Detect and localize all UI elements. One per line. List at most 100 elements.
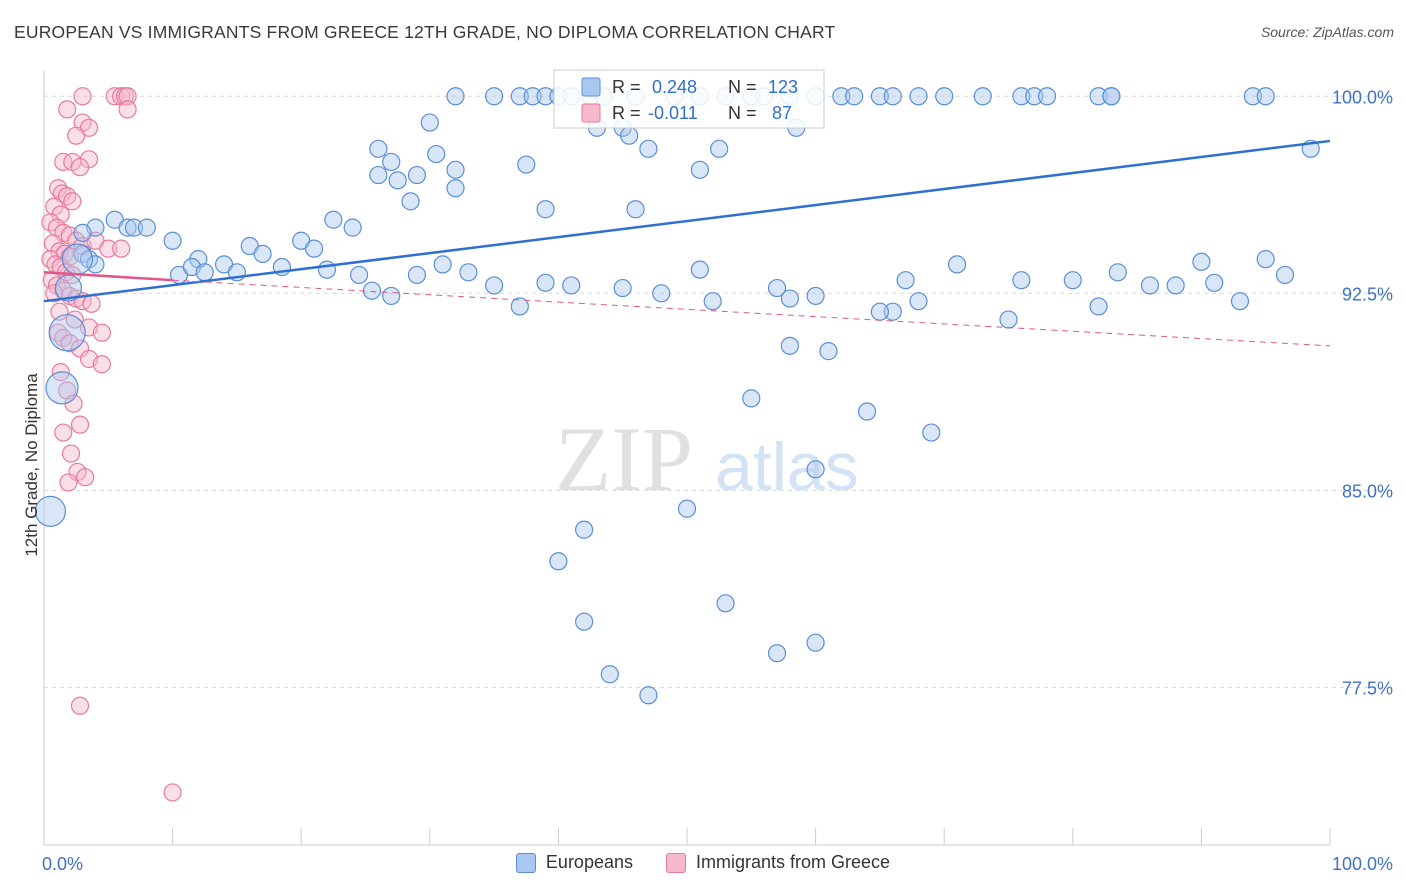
axes (43, 70, 1331, 846)
europeans-point-58 (137, 218, 156, 237)
europeans-point-36 (420, 113, 439, 132)
europeans-point-85 (536, 273, 555, 292)
europeans-point-103 (1192, 252, 1211, 271)
europeans-point-105 (1230, 292, 1250, 311)
europeans-point-98 (1012, 271, 1031, 290)
europeans-point-79 (382, 286, 401, 306)
europeans-point-108 (999, 310, 1018, 329)
europeans-point-31 (1256, 87, 1275, 106)
europeans-point-40 (446, 160, 465, 179)
europeans-point-18 (845, 87, 864, 106)
greece-point-44 (82, 294, 101, 313)
europeans-point-38 (639, 139, 658, 158)
europeans-cluster-4 (54, 274, 83, 302)
europeans-point-52 (536, 200, 555, 219)
europeans-point-69 (86, 255, 105, 274)
europeans-point-90 (703, 292, 722, 311)
europeans-point-41 (369, 139, 388, 158)
europeans-point-20 (883, 87, 902, 106)
europeans-point-125 (806, 633, 825, 652)
europeans-point-91 (767, 278, 787, 298)
greece-point-0 (73, 87, 92, 106)
europeans-point-86 (562, 276, 581, 295)
europeans-point-106 (1256, 250, 1275, 269)
watermark-atlas: atlas (715, 429, 859, 505)
europeans-point-39 (710, 139, 729, 158)
watermark: ZIP atlas (555, 408, 859, 510)
trend-lines (43, 139, 1331, 347)
europeans-point-88 (652, 284, 671, 303)
europeans-point-93 (806, 286, 825, 306)
y-tick-label-1: 92.5% (1342, 284, 1393, 304)
europeans-point-120 (575, 612, 594, 631)
europeans-point-30 (1243, 87, 1262, 106)
legend-bottom-swatch-europeans (515, 852, 536, 873)
europeans-point-118 (575, 520, 594, 539)
europeans-point-87 (613, 278, 632, 298)
greece-point-65 (70, 696, 90, 715)
europeans-point-80 (407, 265, 427, 285)
europeans-point-0 (446, 87, 465, 106)
legend-swatch-europeans (581, 77, 601, 97)
greece-point-55 (92, 355, 111, 374)
europeans-point-37 (620, 126, 639, 145)
europeans-point-26 (1037, 87, 1057, 106)
legend-n-label-1: N = (728, 77, 757, 97)
europeans-point-43 (407, 165, 427, 185)
europeans-point-95 (896, 271, 915, 290)
europeans-point-49 (446, 179, 465, 198)
europeans-point-82 (459, 263, 478, 282)
europeans-point-24 (1012, 87, 1031, 106)
europeans-point-21 (909, 87, 928, 106)
europeans-point-99 (1063, 271, 1082, 290)
europeans-point-76 (317, 260, 337, 279)
legend-r-value-2: -0.011 (648, 103, 698, 123)
europeans-point-109 (870, 302, 890, 321)
series-immigrants-from-greece (41, 87, 182, 802)
europeans-point-83 (485, 276, 504, 295)
greece-point-17 (63, 192, 82, 211)
legend-swatch-greece (581, 103, 601, 123)
europeans-point-104 (1205, 273, 1224, 292)
greece-point-59 (70, 415, 90, 434)
europeans-point-60 (73, 223, 92, 242)
x-tick-label-min: 0.0% (42, 854, 83, 874)
europeans-point-54 (343, 218, 362, 237)
europeans-point-89 (690, 260, 709, 279)
europeans-point-72 (195, 263, 214, 282)
europeans-point-44 (427, 144, 446, 164)
europeans-point-102 (1166, 276, 1185, 295)
europeans-point-48 (388, 171, 407, 190)
europeans-point-94 (883, 302, 902, 321)
europeans-point-122 (639, 686, 658, 705)
europeans-point-56 (118, 218, 137, 237)
chart-title: EUROPEAN VS IMMIGRANTS FROM GREECE 12TH … (14, 22, 836, 42)
europeans-point-1 (485, 87, 504, 106)
europeans-point-57 (124, 218, 144, 237)
legend-r-value-1: 0.248 (652, 77, 697, 97)
europeans-point-19 (870, 87, 890, 106)
greece-point-52 (60, 334, 79, 353)
europeans-point-115 (742, 389, 761, 408)
europeans-point-111 (780, 336, 799, 355)
europeans-point-47 (369, 165, 388, 185)
legend-item-europeans: Europeans (515, 852, 633, 873)
europeans-point-121 (600, 665, 619, 684)
legend-item-greece: Immigrants from Greece (666, 852, 890, 873)
greece-point-49 (92, 323, 111, 342)
y-tick-label-3: 77.5% (1342, 678, 1393, 698)
legend-bottom-swatch-greece (666, 852, 687, 873)
europeans-point-117 (677, 499, 697, 518)
europeans-point-84 (510, 297, 529, 316)
europeans-point-124 (767, 644, 787, 663)
europeans-point-101 (1140, 276, 1160, 295)
y-tick-label-0: 100.0% (1332, 87, 1393, 107)
greece-point-61 (61, 444, 81, 463)
series-europeans (34, 87, 1320, 705)
greece-point-6 (118, 100, 137, 119)
europeans-point-107 (1275, 265, 1295, 285)
trend-greece (43, 271, 173, 282)
europeans-point-113 (857, 402, 877, 421)
legend-n-value-2: 87 (772, 103, 792, 123)
europeans-point-66 (304, 239, 324, 258)
